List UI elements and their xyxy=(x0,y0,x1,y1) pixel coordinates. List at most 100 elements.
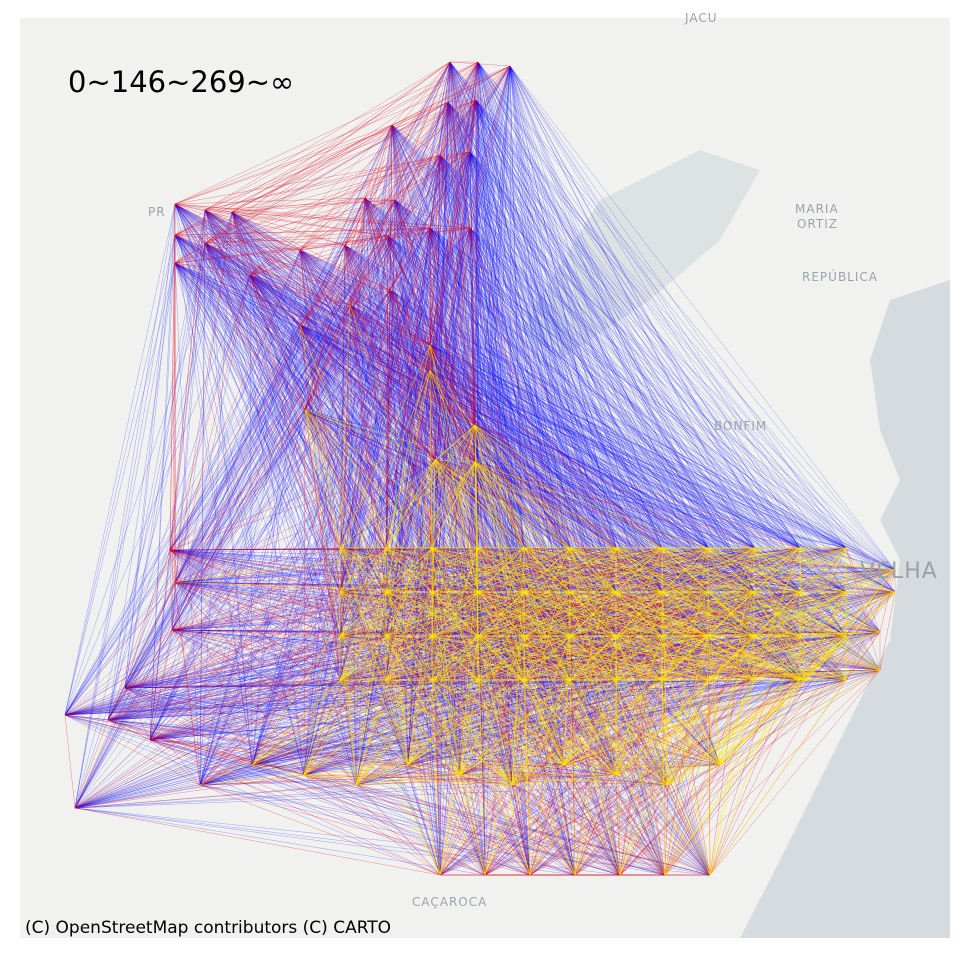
flow-line xyxy=(429,61,451,346)
flow-line xyxy=(149,591,433,741)
flow-line xyxy=(174,234,433,681)
flow-line xyxy=(204,242,755,593)
flow-line xyxy=(299,324,755,549)
flow-line xyxy=(661,591,669,786)
flow-line xyxy=(64,289,391,716)
flow-line xyxy=(447,101,709,681)
flow-line xyxy=(349,304,525,637)
flow-line xyxy=(124,679,801,689)
flow-line xyxy=(339,461,476,549)
flow-line xyxy=(299,227,431,326)
flow-line xyxy=(389,289,847,681)
flow-line xyxy=(169,549,341,681)
flow-line xyxy=(449,61,476,463)
flow-line xyxy=(124,547,387,689)
flow-line xyxy=(344,244,576,876)
flow-line xyxy=(509,65,847,549)
flow-line xyxy=(344,244,755,549)
flow-line xyxy=(523,669,881,681)
flow-line xyxy=(509,65,617,637)
flow-line xyxy=(74,631,881,809)
flow-line xyxy=(171,304,351,631)
flow-line xyxy=(439,154,847,681)
flow-line xyxy=(511,591,663,786)
flow-line xyxy=(439,154,479,593)
attribution: (C) OpenStreetMap contributors (C) CARTO xyxy=(25,918,391,938)
flow-line xyxy=(339,101,449,593)
flow-line xyxy=(469,151,666,876)
flow-line xyxy=(477,61,525,681)
flow-line xyxy=(174,203,441,876)
flow-line xyxy=(64,101,449,716)
flow-line xyxy=(429,227,617,593)
flow-line xyxy=(349,304,433,549)
flow-line xyxy=(174,203,433,549)
flow-line xyxy=(124,591,341,689)
flow-line xyxy=(469,151,847,593)
flow-line xyxy=(459,591,709,776)
flow-line xyxy=(719,635,801,766)
flow-line xyxy=(339,304,351,637)
flow-line xyxy=(299,249,486,876)
flow-line xyxy=(174,262,525,637)
flow-line xyxy=(364,197,755,549)
flow-line xyxy=(563,635,663,766)
flow-line xyxy=(124,591,571,689)
flow-line xyxy=(303,591,433,776)
flow-line xyxy=(171,124,393,631)
flow-line xyxy=(304,409,621,876)
flow-line xyxy=(459,679,709,776)
flow-line xyxy=(304,409,479,549)
flow-line xyxy=(484,591,896,876)
flow-line xyxy=(339,65,511,681)
flow-line xyxy=(474,461,801,637)
flow-line xyxy=(407,764,621,876)
flow-line xyxy=(171,547,433,631)
flow-line xyxy=(174,547,571,583)
flow-line xyxy=(169,242,206,551)
flow-line xyxy=(719,547,755,766)
flow-line xyxy=(204,209,436,461)
flow-line xyxy=(469,151,476,426)
flow-line xyxy=(299,324,341,549)
flow-line xyxy=(169,549,755,681)
flow-line xyxy=(149,679,617,741)
flow-line xyxy=(407,679,479,766)
flow-line xyxy=(149,739,409,766)
flow-line xyxy=(174,234,847,637)
flow-line xyxy=(249,274,617,593)
flow-line xyxy=(439,154,806,681)
flow-line xyxy=(199,635,479,786)
flow-line xyxy=(231,101,449,213)
flow-line xyxy=(199,324,301,786)
flow-line xyxy=(349,304,617,681)
flow-line xyxy=(477,61,531,876)
flow-line xyxy=(149,635,801,741)
flow-line xyxy=(477,61,806,681)
flow-line xyxy=(385,369,431,681)
flow-line xyxy=(344,244,801,637)
flow-line xyxy=(169,549,801,681)
flow-line xyxy=(204,242,617,549)
flow-line xyxy=(349,304,617,549)
flow-line xyxy=(199,547,571,786)
flow-line xyxy=(204,242,663,637)
flow-line xyxy=(459,679,847,776)
flow-line xyxy=(355,591,387,786)
flow-line xyxy=(74,807,441,876)
flow-line xyxy=(339,591,409,766)
flow-line xyxy=(615,547,663,681)
flow-line xyxy=(434,459,571,681)
flow-line xyxy=(459,774,621,876)
flow-line xyxy=(174,227,431,236)
flow-line xyxy=(204,209,389,237)
flow-line xyxy=(249,274,721,766)
flow-line xyxy=(124,234,176,689)
flow-line xyxy=(251,101,449,766)
flow-line xyxy=(394,199,663,549)
flow-line xyxy=(429,227,709,637)
flow-line xyxy=(171,99,477,631)
flow-line xyxy=(339,124,393,681)
flow-line xyxy=(431,61,479,637)
flow-line xyxy=(474,65,511,463)
